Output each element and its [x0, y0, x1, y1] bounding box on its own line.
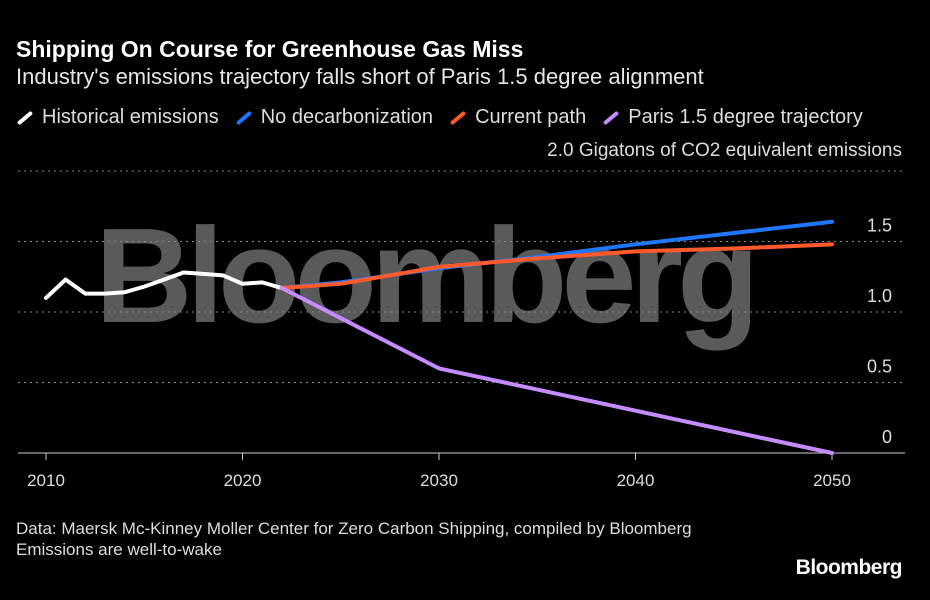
legend-item: Paris 1.5 degree trajectory	[602, 106, 863, 129]
watermark: Bloomberg	[95, 200, 754, 351]
footnote: Emissions are well-to-wake	[16, 540, 222, 559]
y-tick-label: 1.0	[867, 286, 892, 306]
footer: Data: Maersk Mc-Kinney Moller Center for…	[16, 518, 736, 560]
y-tick-top: 2.0	[547, 140, 574, 161]
y-axis-label: Gigatons of CO2 equivalent emissions	[578, 140, 902, 161]
legend-label: No decarbonization	[260, 106, 434, 128]
legend-item: Historical emissions	[16, 106, 219, 129]
y-axis-unit: 2.0 Gigatons of CO2 equivalent emissions	[547, 140, 902, 162]
chart-subtitle: Industry's emissions trajectory falls sh…	[16, 64, 704, 89]
series-line	[279, 242, 834, 291]
source-note: Data: Maersk Mc-Kinney Moller Center for…	[16, 519, 692, 538]
legend: Historical emissions No decarbonization Cu…	[16, 106, 863, 129]
x-tick-label: 2050	[813, 471, 851, 490]
legend-label: Historical emissions	[42, 106, 219, 128]
y-tick-label: 0	[882, 427, 892, 447]
series-line	[44, 270, 284, 300]
brand-logo: Bloomberg	[795, 556, 903, 579]
legend-item: No decarbonization	[235, 106, 433, 129]
legend-label: Current path	[475, 106, 587, 128]
x-tick-label: 2010	[27, 471, 65, 490]
series-line	[279, 286, 834, 455]
y-tick-label: 1.5	[867, 216, 892, 236]
chart-title: Shipping On Course for Greenhouse Gas Mi…	[16, 36, 524, 62]
legend-label: Paris 1.5 degree trajectory	[628, 106, 863, 128]
legend-item: Current path	[449, 106, 586, 129]
x-tick-label: 2040	[617, 471, 655, 490]
x-tick-label: 2020	[224, 471, 262, 490]
y-tick-label: 0.5	[867, 357, 892, 377]
x-tick-label: 2030	[420, 471, 458, 490]
